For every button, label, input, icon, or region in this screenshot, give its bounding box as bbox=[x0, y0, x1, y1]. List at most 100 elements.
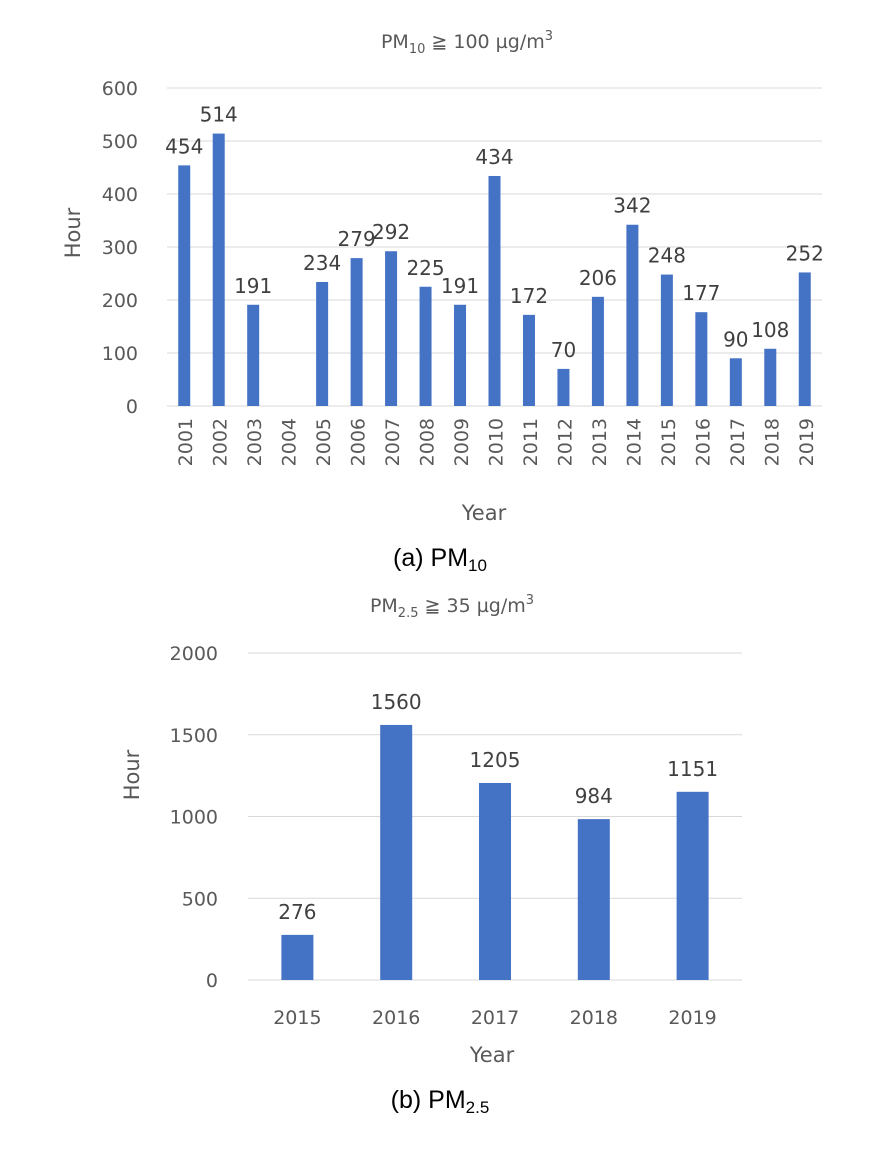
y-tick-label: 600 bbox=[102, 78, 138, 100]
caption-a: (a) PM10 bbox=[393, 544, 487, 575]
x-tick-label: 2009 bbox=[451, 418, 473, 466]
x-tick-label: 2017 bbox=[471, 1007, 519, 1029]
data-label-2019: 252 bbox=[786, 241, 824, 265]
y-axis-label: Hour bbox=[61, 207, 85, 258]
y-tick-label: 1500 bbox=[170, 725, 218, 747]
y-tick-labels: 0 100 200 300 400 500 600 bbox=[102, 78, 138, 418]
x-tick-label: 2008 bbox=[417, 418, 439, 466]
data-label-2005: 234 bbox=[303, 251, 341, 275]
y-tick-label: 2000 bbox=[170, 643, 218, 665]
y-tick-label: 1000 bbox=[170, 807, 218, 829]
bar-2007 bbox=[385, 251, 398, 406]
data-label-2014: 342 bbox=[613, 194, 651, 218]
bar-2019 bbox=[676, 791, 709, 980]
chart-pm10: PM10 ≧ 100 µg/m3 0 100 200 300 400 500 600 454… bbox=[61, 29, 824, 575]
x-tick-label: 2015 bbox=[273, 1007, 321, 1029]
data-labels: 276 1560 1205 984 1151 bbox=[278, 690, 718, 924]
chart-title: PM10 ≧ 100 µg/m3 bbox=[381, 29, 553, 57]
bars bbox=[281, 724, 709, 980]
bar-2010 bbox=[488, 175, 501, 406]
data-label-2001: 454 bbox=[165, 134, 203, 158]
bar-2019 bbox=[798, 272, 811, 406]
y-tick-labels: 0 500 1000 1500 2000 bbox=[170, 643, 218, 992]
x-tick-label: 2015 bbox=[658, 418, 680, 466]
y-tick-label: 200 bbox=[102, 290, 138, 312]
x-tick-label: 2005 bbox=[313, 418, 335, 466]
x-tick-label: 2013 bbox=[589, 418, 611, 466]
data-label-2013: 206 bbox=[579, 266, 617, 290]
bar-2015 bbox=[660, 274, 673, 406]
bar-2012 bbox=[557, 368, 570, 406]
data-label-2002: 514 bbox=[200, 103, 238, 127]
x-tick-label: 2017 bbox=[727, 418, 749, 466]
x-tick-label: 2019 bbox=[796, 418, 818, 466]
bar-2016 bbox=[380, 724, 413, 980]
x-tick-label: 2001 bbox=[175, 418, 197, 466]
x-tick-label: 2007 bbox=[382, 418, 404, 466]
data-label-2007: 292 bbox=[372, 220, 410, 244]
data-labels: 4545141912342792922251914341727020634224… bbox=[165, 103, 824, 362]
y-tick-label: 100 bbox=[102, 343, 138, 365]
x-axis-label: Year bbox=[461, 501, 507, 525]
bar-2002 bbox=[212, 133, 225, 406]
data-label-2012: 70 bbox=[551, 338, 576, 362]
x-tick-label: 2003 bbox=[244, 418, 266, 466]
y-tick-label: 400 bbox=[102, 184, 138, 206]
data-label-2017: 1205 bbox=[470, 748, 521, 772]
y-tick-label: 500 bbox=[182, 888, 218, 910]
x-tick-label: 2019 bbox=[668, 1007, 716, 1029]
data-label-2011: 172 bbox=[510, 284, 548, 308]
x-tick-label: 2018 bbox=[570, 1007, 618, 1029]
data-label-2015: 248 bbox=[648, 244, 686, 268]
bar-2011 bbox=[522, 314, 535, 406]
data-label-2006: 279 bbox=[338, 227, 376, 251]
x-tick-label: 2006 bbox=[348, 418, 370, 466]
x-tick-labels: 2001 2002 2003 2004 2005 2006 2007 2008 2009 2010… bbox=[175, 418, 818, 466]
bar-2005 bbox=[316, 281, 329, 406]
x-axis-label: Year bbox=[469, 1043, 515, 1067]
x-tick-label: 2012 bbox=[554, 418, 576, 466]
data-label-2009: 191 bbox=[441, 274, 479, 298]
chart-pm25: PM2.5 ≧ 35 µg/m3 0 500 1000 1500 2000 276 156… bbox=[120, 593, 742, 1117]
bar-2018 bbox=[577, 819, 610, 980]
bar-2017 bbox=[729, 358, 742, 406]
data-label-2017: 90 bbox=[723, 327, 748, 351]
data-label-2018: 984 bbox=[575, 784, 613, 808]
x-tick-label: 2011 bbox=[520, 418, 542, 466]
x-tick-label: 2018 bbox=[761, 418, 783, 466]
x-tick-labels: 2015 2016 2017 2018 2019 bbox=[273, 1007, 717, 1029]
data-label-2010: 434 bbox=[475, 145, 513, 169]
bar-2015 bbox=[281, 934, 314, 980]
data-label-2019: 1151 bbox=[667, 757, 718, 781]
data-label-2003: 191 bbox=[234, 274, 272, 298]
bar-2003 bbox=[247, 304, 260, 406]
data-label-2015: 276 bbox=[278, 900, 316, 924]
x-tick-label: 2016 bbox=[692, 418, 714, 466]
y-gridlines bbox=[248, 652, 742, 981]
data-label-2016: 1560 bbox=[371, 690, 422, 714]
bar-2014 bbox=[626, 224, 639, 406]
bar-2017 bbox=[479, 782, 511, 980]
y-tick-label: 0 bbox=[206, 970, 218, 992]
bar-2008 bbox=[419, 286, 432, 406]
bar-2013 bbox=[591, 296, 604, 406]
bar-2001 bbox=[178, 165, 191, 406]
bars bbox=[178, 133, 811, 406]
bar-2009 bbox=[454, 304, 467, 406]
data-label-2018: 108 bbox=[751, 318, 789, 342]
x-tick-label: 2016 bbox=[372, 1007, 420, 1029]
data-label-2008: 225 bbox=[406, 256, 444, 280]
x-tick-label: 2010 bbox=[486, 418, 508, 466]
x-tick-label: 2014 bbox=[623, 418, 645, 466]
bar-2018 bbox=[764, 348, 777, 406]
data-label-2016: 177 bbox=[682, 281, 720, 305]
x-tick-label: 2004 bbox=[279, 418, 301, 466]
bar-2006 bbox=[350, 258, 363, 406]
chart-title: PM2.5 ≧ 35 µg/m3 bbox=[370, 593, 534, 621]
y-axis-label: Hour bbox=[120, 749, 144, 800]
bar-2016 bbox=[695, 312, 708, 406]
y-tick-label: 0 bbox=[126, 396, 138, 418]
y-tick-label: 500 bbox=[102, 131, 138, 153]
y-tick-label: 300 bbox=[102, 237, 138, 259]
